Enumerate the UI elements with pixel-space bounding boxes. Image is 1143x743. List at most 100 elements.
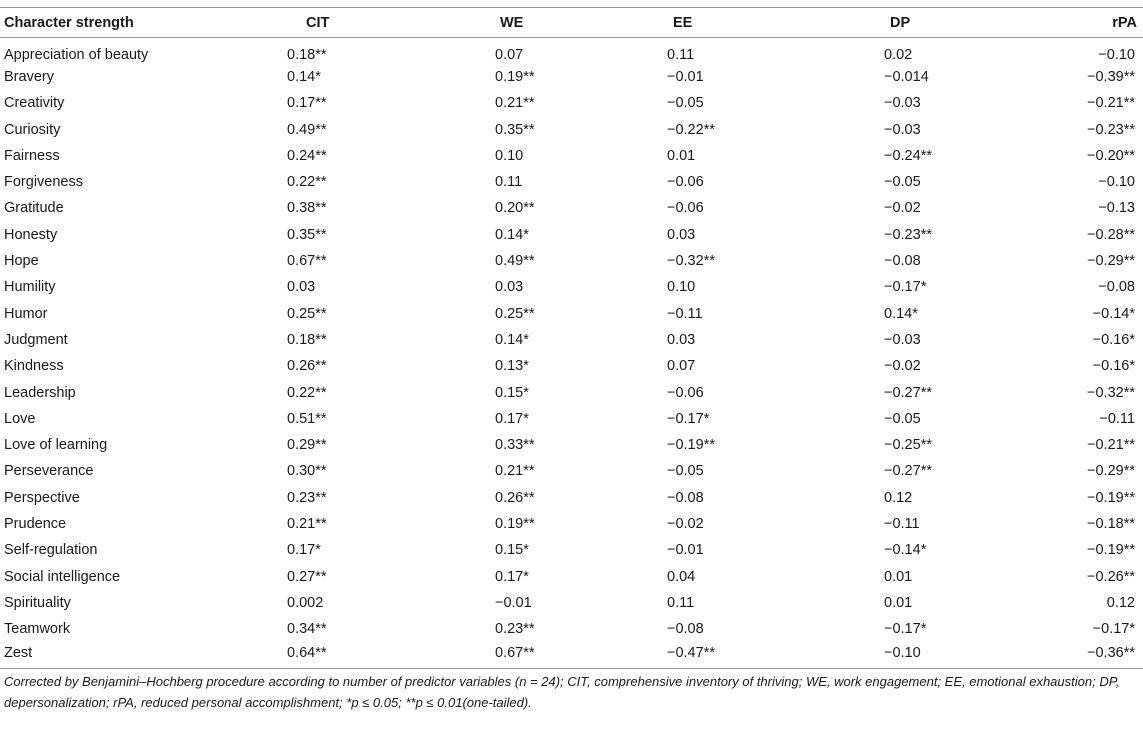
cell-we: 0.17* — [495, 410, 529, 427]
cell-cit: 0.27** — [287, 568, 327, 585]
header-ee: EE — [580, 7, 776, 38]
cell-cit: 0.002 — [287, 594, 324, 611]
cell-ee: −0.06 — [667, 174, 704, 191]
cell-we: 0.14* — [495, 226, 529, 243]
cell-dp: −0.23** — [884, 226, 932, 243]
cell-cit: 0.18** — [287, 331, 327, 348]
cell-dp: −0.14* — [884, 542, 927, 559]
table-row: Teamwork 0.34** 0.23** −0.08 −0.17* −0.17* — [0, 616, 1143, 642]
cell-rpa: 0.12 — [1106, 594, 1135, 611]
table-row: Prudence 0.21** 0.19** −0.02 −0.11 −0.18** — [0, 511, 1143, 537]
cell-we: 0.13* — [495, 358, 529, 375]
cell-dp: −0.24** — [884, 147, 932, 164]
cell-ee: −0.22** — [667, 121, 715, 138]
table-row: Self-regulation 0.17* 0.15* −0.01 −0.14* −0.1… — [0, 537, 1143, 563]
cell-rpa: −0.08 — [1098, 279, 1135, 296]
cell-ee: 0.10 — [667, 279, 696, 296]
cell-ee: −0.06 — [667, 384, 704, 401]
cell-ee: 0.03 — [667, 331, 696, 348]
cell-rpa: −0.11 — [1099, 410, 1135, 427]
cell-character-strength: Love — [4, 410, 36, 427]
cell-character-strength: Creativity — [4, 95, 65, 112]
cell-ee: −0.32** — [667, 253, 715, 270]
cell-dp: −0.014 — [884, 68, 929, 85]
cell-rpa: −0.21** — [1087, 437, 1135, 454]
cell-character-strength: Hope — [4, 253, 39, 270]
cell-we: 0.19** — [495, 515, 535, 532]
cell-dp: 0.02 — [884, 46, 913, 63]
table-row: Kindness 0.26** 0.13* 0.07 −0.02 −0.16* — [0, 353, 1143, 379]
cell-cit: 0.64** — [232, 642, 374, 670]
cell-character-strength: Perseverance — [4, 463, 94, 480]
table-row: Love 0.51** 0.17* −0.17* −0.05 −0.11 — [0, 406, 1143, 432]
cell-cit: 0.34** — [287, 621, 327, 638]
cell-we: 0.21** — [495, 463, 535, 480]
cell-we: 0.11 — [495, 174, 523, 191]
cell-cit: 0.49** — [287, 121, 327, 138]
cell-character-strength: Kindness — [4, 358, 64, 375]
cell-we: 0.15* — [495, 384, 529, 401]
header-dp: DP — [776, 7, 982, 38]
cell-character-strength: Social intelligence — [4, 568, 121, 585]
table-row: Fairness 0.24** 0.10 0.01 −0.24** −0.20** — [0, 143, 1143, 169]
cell-cit: 0.51** — [287, 410, 327, 427]
cell-rpa: −0.29** — [1087, 253, 1135, 270]
cell-character-strength: Honesty — [4, 226, 58, 243]
table-row: Spirituality 0.002 −0.01 0.11 0.01 0.12 — [0, 590, 1143, 616]
cell-dp: −0.11 — [884, 515, 920, 532]
table-row: Creativity 0.17** 0.21** −0.05 −0.03 −0.21** — [0, 90, 1143, 116]
cell-dp: −0.02 — [884, 358, 921, 375]
cell-character-strength: Spirituality — [4, 594, 71, 611]
cell-we: 0.14* — [495, 331, 529, 348]
table-row: Social intelligence 0.27** 0.17* 0.04 0.01 −0… — [0, 563, 1143, 589]
cell-cit: 0.21** — [287, 515, 327, 532]
cell-cit: 0.14* — [287, 68, 321, 85]
header-row: Character strength CIT WE EE DP rPA — [0, 7, 1143, 38]
cell-ee: 0.11 — [667, 46, 695, 63]
cell-rpa: −0.19** — [1087, 542, 1135, 559]
cell-rpa: −0.23** — [1087, 121, 1135, 138]
cell-dp: −0.05 — [884, 174, 921, 191]
cell-cit: 0.17** — [287, 95, 327, 112]
cell-character-strength: Curiosity — [4, 121, 61, 138]
cell-dp: −0.17* — [884, 621, 927, 638]
correlation-table: Character strength CIT WE EE DP rPA Appr… — [0, 7, 1143, 670]
header-we: WE — [374, 7, 580, 38]
cell-rpa: −0.16* — [1092, 331, 1135, 348]
cell-we: 0.67** — [374, 642, 580, 670]
cell-rpa: −0.19** — [1087, 489, 1135, 506]
cell-dp: −0.17* — [884, 279, 927, 296]
cell-character-strength: Humor — [4, 305, 48, 322]
table-row: Curiosity 0.49** 0.35** −0.22** −0.03 −0.23** — [0, 116, 1143, 142]
cell-rpa: −0.21** — [1087, 95, 1135, 112]
cell-ee: 0.01 — [667, 147, 696, 164]
cell-ee: −0.05 — [667, 95, 704, 112]
cell-we: 0.17* — [495, 568, 529, 585]
cell-rpa: −0.29** — [1087, 463, 1135, 480]
cell-dp: −0.03 — [884, 121, 921, 138]
cell-rpa: −0.13 — [1098, 200, 1135, 217]
cell-character-strength: Appreciation of beauty — [4, 46, 149, 63]
cell-ee: −0.08 — [667, 621, 704, 638]
cell-cit: 0.17* — [287, 542, 321, 559]
table-row: Hope 0.67** 0.49** −0.32** −0.08 −0.29** — [0, 248, 1143, 274]
cell-ee: −0.08 — [667, 489, 704, 506]
header-cit: CIT — [232, 7, 374, 38]
cell-cit: 0.24** — [287, 147, 327, 164]
cell-rpa: −0.14* — [1092, 305, 1135, 322]
cell-we: 0.20** — [495, 200, 535, 217]
table-row: Forgiveness 0.22** 0.11 −0.06 −0.05 −0.10 — [0, 169, 1143, 195]
cell-ee: −0.01 — [667, 542, 704, 559]
cell-character-strength: Zest — [0, 642, 232, 670]
table-body: Appreciation of beauty 0.18** 0.07 0.11 0.02… — [0, 38, 1143, 670]
cell-ee: −0.01 — [667, 68, 704, 85]
cell-character-strength: Forgiveness — [4, 174, 83, 191]
cell-cit: 0.22** — [287, 174, 327, 191]
cell-character-strength: Love of learning — [4, 437, 108, 454]
table-row: Perseverance 0.30** 0.21** −0.05 −0.27** −0.2… — [0, 458, 1143, 484]
cell-character-strength: Judgment — [4, 331, 68, 348]
cell-cit: 0.23** — [287, 489, 327, 506]
cell-rpa: −0.10 — [1098, 46, 1135, 63]
table-row: Humility 0.03 0.03 0.10 −0.17* −0.08 — [0, 274, 1143, 300]
